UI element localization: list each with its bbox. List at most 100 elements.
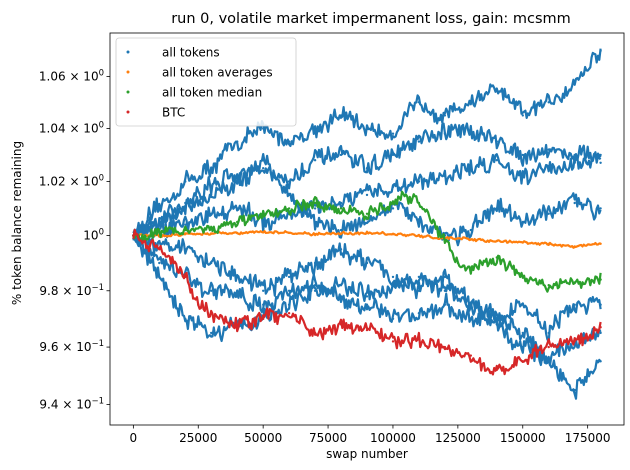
data-point: [210, 226, 213, 229]
series-8: [132, 190, 602, 293]
series-7: [132, 230, 602, 249]
data-point: [521, 303, 524, 306]
data-point: [236, 231, 239, 235]
data-point: [547, 360, 550, 363]
data-point: [184, 201, 187, 205]
data-point: [391, 340, 395, 343]
data-point: [547, 242, 550, 245]
data-point: [404, 193, 408, 197]
data-point: [339, 201, 343, 205]
data-point: [262, 231, 265, 234]
data-point: [210, 289, 213, 292]
data-point: [443, 303, 447, 306]
data-point: [365, 261, 369, 265]
legend-label: all token median: [162, 86, 262, 100]
data-point: [547, 331, 550, 335]
data-point: [262, 289, 265, 292]
legend: all tokens all token averages all token me…: [115, 37, 297, 127]
data-point: [313, 201, 317, 205]
data-point: [547, 212, 550, 215]
y-tick-label: 100: [83, 228, 104, 243]
data-point: [599, 242, 602, 245]
data-point: [443, 275, 447, 279]
legend-label: all token averages: [162, 66, 273, 80]
data-point: [469, 101, 472, 104]
legend-label: BTC: [162, 106, 185, 120]
data-point: [495, 140, 498, 143]
data-point: [184, 317, 187, 320]
series-line-8: [132, 190, 602, 293]
data-point: [313, 233, 317, 236]
data-point: [158, 239, 161, 243]
data-point: [469, 354, 472, 357]
data-point: [339, 232, 343, 235]
data-point: [573, 80, 576, 83]
data-point: [521, 360, 524, 363]
data-point: [339, 284, 343, 287]
data-point: [417, 180, 421, 183]
series-line-1: [132, 122, 602, 242]
data-point: [197, 303, 200, 306]
data-point: [391, 233, 395, 236]
data-point: [287, 303, 291, 306]
data-point: [262, 167, 265, 170]
data-point: [287, 289, 291, 292]
data-point: [521, 241, 524, 244]
y-tick-label: 1.04 × 100: [39, 120, 104, 135]
data-point: [365, 295, 369, 298]
data-point: [495, 88, 498, 91]
y-tick-label: 9.4 × 10−1: [39, 397, 104, 412]
data-point: [210, 232, 213, 235]
data-point: [313, 127, 317, 130]
data-point: [158, 248, 161, 251]
data-point: [210, 167, 213, 170]
data-point: [158, 261, 161, 265]
data-point: [236, 175, 239, 178]
data-point: [391, 153, 395, 157]
data-point: [339, 248, 343, 251]
data-point: [210, 185, 213, 189]
data-point: [469, 238, 472, 241]
data-point: [313, 261, 317, 265]
data-point: [391, 284, 395, 287]
data-point: [313, 220, 317, 224]
data-point: [287, 193, 291, 197]
data-point: [236, 207, 239, 210]
data-point: [210, 212, 213, 215]
data-point: [262, 303, 265, 306]
data-point: [262, 127, 265, 130]
data-point: [365, 127, 369, 130]
data-point: [391, 132, 395, 135]
data-point: [391, 207, 395, 210]
data-point: [599, 331, 602, 335]
data-point: [339, 228, 343, 232]
data-point: [495, 368, 498, 372]
data-point: [287, 275, 291, 279]
plot-area: [132, 48, 602, 400]
legend-marker: [126, 70, 130, 74]
data-point: [417, 140, 421, 143]
data-point: [158, 207, 161, 210]
data-point: [262, 159, 265, 162]
data-point: [417, 312, 421, 315]
data-point: [469, 167, 472, 170]
data-point: [443, 239, 447, 243]
data-point: [262, 215, 265, 218]
data-point: [495, 159, 498, 162]
data-point: [469, 228, 472, 232]
data-point: [236, 275, 239, 279]
chart-title: run 0, volatile market impermanent loss,…: [171, 11, 571, 27]
series-line-6: [132, 233, 602, 400]
data-point: [573, 303, 576, 306]
data-point: [573, 245, 576, 248]
data-point: [287, 140, 291, 143]
series-4: [132, 230, 602, 343]
data-point: [262, 317, 265, 320]
data-point: [469, 127, 472, 130]
data-point: [132, 234, 135, 237]
data-point: [456, 261, 460, 265]
data-point: [521, 331, 524, 335]
data-point: [184, 180, 187, 183]
data-point: [417, 234, 421, 237]
series-0: [132, 48, 602, 243]
